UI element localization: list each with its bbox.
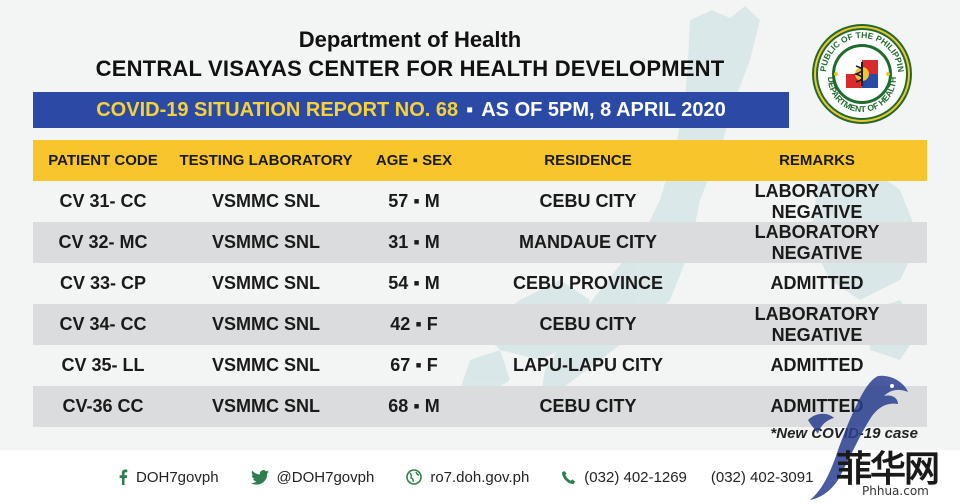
table-row: CV 31- CC VSMMC SNL 57 ▪ M CEBU CITY LAB… bbox=[33, 181, 927, 222]
report-separator: ▪ bbox=[466, 98, 474, 121]
remarks: ADMITTED bbox=[770, 273, 864, 293]
contact-footer: DOH7govph @DOH7govph ro7.doh.gov.ph (032… bbox=[0, 450, 960, 504]
remarks: ADMITTED bbox=[770, 396, 864, 416]
testing-laboratory: VSMMC SNL bbox=[212, 355, 320, 375]
watermark-url: Phhua.com bbox=[862, 484, 929, 498]
twitter-icon bbox=[250, 469, 269, 485]
facebook-icon bbox=[118, 469, 128, 485]
phone-icon bbox=[561, 470, 576, 485]
globe-icon bbox=[406, 469, 423, 485]
column-header-age-sex: AGE ▪ SEX bbox=[375, 152, 453, 169]
twitter-handle: @DOH7govph bbox=[276, 468, 375, 486]
report-date: AS OF 5PM, 8 APRIL 2020 bbox=[481, 98, 726, 121]
table-header-row: PATIENT CODE TESTING LABORATORY AGE ▪ SE… bbox=[33, 140, 927, 181]
website-url: ro7.doh.gov.ph bbox=[430, 468, 530, 486]
report-title-bar: COVID-19 SITUATION REPORT NO. 68 ▪ AS OF… bbox=[33, 92, 789, 128]
phone-number-primary: (032) 402-1269 bbox=[584, 468, 687, 486]
table-row: CV 33- CP VSMMC SNL 54 ▪ M CEBU PROVINCE… bbox=[33, 263, 927, 304]
remarks: LABORATORY NEGATIVE bbox=[754, 180, 880, 222]
testing-laboratory: VSMMC SNL bbox=[212, 314, 320, 334]
column-header-patient-code: PATIENT CODE bbox=[48, 152, 158, 169]
report-title: COVID-19 SITUATION REPORT NO. 68 bbox=[96, 98, 459, 121]
testing-laboratory: VSMMC SNL bbox=[212, 191, 320, 211]
watermark-text: 菲华网 bbox=[836, 448, 940, 490]
department-title: Department of Health bbox=[298, 27, 522, 52]
residence: MANDAUE CITY bbox=[519, 232, 657, 252]
patient-code: CV 31- CC bbox=[59, 191, 147, 211]
remarks: LABORATORY NEGATIVE bbox=[754, 303, 880, 345]
age-sex: 68 ▪ M bbox=[388, 396, 440, 416]
table-row: CV-36 CC VSMMC SNL 68 ▪ M CEBU CITY ADMI… bbox=[33, 386, 927, 427]
remarks: ADMITTED bbox=[770, 355, 864, 375]
twitter-contact[interactable]: @DOH7govph bbox=[250, 468, 375, 486]
patient-code: CV 35- LL bbox=[61, 355, 145, 375]
residence: CEBU CITY bbox=[539, 191, 637, 211]
patient-code: CV 32- MC bbox=[58, 232, 148, 252]
age-sex: 54 ▪ M bbox=[388, 273, 440, 293]
residence: LAPU-LAPU CITY bbox=[513, 355, 663, 375]
testing-laboratory: VSMMC SNL bbox=[212, 232, 320, 252]
column-header-testing-laboratory: TESTING LABORATORY bbox=[179, 152, 353, 169]
center-title: CENTRAL VISAYAS CENTER FOR HEALTH DEVELO… bbox=[95, 56, 725, 81]
remarks: LABORATORY NEGATIVE bbox=[754, 221, 880, 263]
testing-laboratory: VSMMC SNL bbox=[212, 396, 320, 416]
age-sex: 57 ▪ M bbox=[388, 191, 440, 211]
report-header: Department of Health CENTRAL VISAYAS CEN… bbox=[30, 26, 790, 84]
facebook-contact[interactable]: DOH7govph bbox=[118, 469, 219, 486]
testing-laboratory: VSMMC SNL bbox=[212, 273, 320, 293]
table-row: CV 35- LL VSMMC SNL 67 ▪ F LAPU-LAPU CIT… bbox=[33, 345, 927, 386]
website-contact[interactable]: ro7.doh.gov.ph bbox=[406, 469, 529, 486]
table-row: CV 32- MC VSMMC SNL 31 ▪ M MANDAUE CITY … bbox=[33, 222, 927, 263]
table-row: CV 34- CC VSMMC SNL 42 ▪ F CEBU CITY LAB… bbox=[33, 304, 927, 345]
facebook-handle: DOH7govph bbox=[136, 468, 219, 486]
residence: CEBU CITY bbox=[539, 396, 637, 416]
patient-code: CV 34- CC bbox=[59, 314, 147, 334]
column-header-residence: RESIDENCE bbox=[544, 152, 632, 169]
column-header-remarks: REMARKS bbox=[779, 152, 855, 169]
phone-contact[interactable]: (032) 402-1269 (032) 402-3091 bbox=[561, 469, 813, 486]
age-sex: 67 ▪ F bbox=[390, 355, 438, 375]
patient-code: CV 33- CP bbox=[59, 273, 147, 293]
age-sex: 42 ▪ F bbox=[390, 314, 438, 334]
patient-code: CV-36 CC bbox=[62, 396, 144, 416]
cases-table: PATIENT CODE TESTING LABORATORY AGE ▪ SE… bbox=[33, 140, 927, 427]
residence: CEBU CITY bbox=[539, 314, 637, 334]
age-sex: 31 ▪ M bbox=[388, 232, 440, 252]
phone-number-secondary: (032) 402-3091 bbox=[710, 468, 814, 486]
residence: CEBU PROVINCE bbox=[512, 273, 664, 293]
doh-seal-icon: REPUBLIC OF THE PHILIPPINES DEPARTMENT O… bbox=[810, 22, 912, 124]
